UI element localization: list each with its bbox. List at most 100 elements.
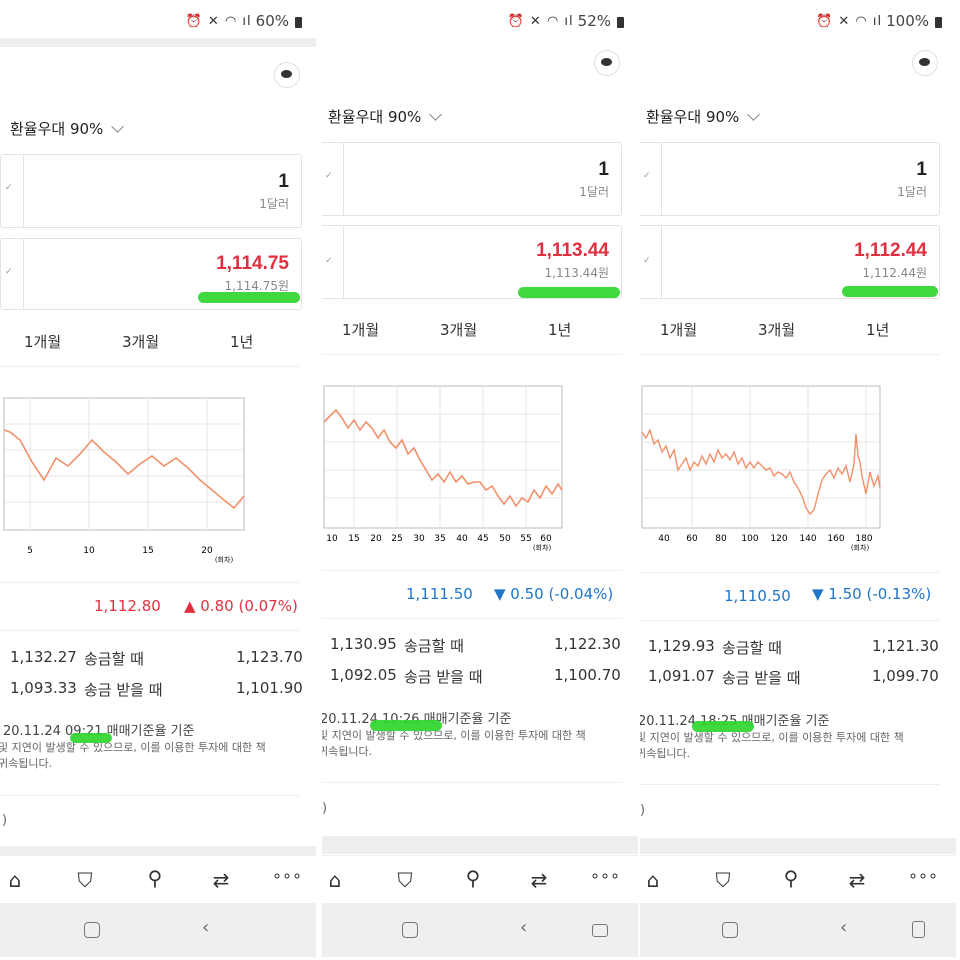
more-icon[interactable]: ∘∘∘: [590, 866, 621, 885]
battery-icon: [295, 16, 302, 28]
usd-amount-box[interactable]: ✓ 1 1달러: [0, 154, 302, 228]
preference-label: 환율우대 90%: [10, 120, 104, 138]
bookmark-icon[interactable]: ⛉: [397, 868, 413, 892]
x-tick-label: 60: [686, 534, 698, 544]
tab-3-months[interactable]: 3개월: [122, 333, 160, 351]
preference-label: 환율우대 90%: [646, 108, 740, 126]
currency-chevron-icon: ✓: [643, 171, 651, 181]
x-tick-label: 180: [855, 534, 872, 544]
tab-3-months[interactable]: 3개월: [758, 321, 796, 339]
tab-1-month[interactable]: 1개월: [660, 321, 698, 339]
recent-apps-icon[interactable]: [592, 924, 608, 937]
tab-1-month[interactable]: 1개월: [24, 333, 62, 351]
search-icon[interactable]: ⚲: [465, 866, 481, 890]
krw-sub: 1,114.75원: [224, 279, 289, 293]
home-button-icon[interactable]: [84, 922, 100, 938]
send-label: 송금할 때: [404, 637, 464, 655]
send-left-rate: 1,129.93: [648, 637, 715, 655]
preference-dropdown[interactable]: 환율우대 90%: [328, 106, 443, 127]
receive-left-rate: 1,091.07: [648, 667, 715, 685]
bottom-navigation: ⌂ ⛉ ⚲ ⇄ ∘∘∘: [322, 855, 638, 908]
receive-right-rate: 1,101.90: [236, 679, 303, 697]
rate-change: ▲ 0.80 (0.07%): [184, 597, 298, 615]
krw-amount-box[interactable]: ✓ 1,114.75 1,114.75원: [0, 238, 302, 310]
disclaimer-line: 및 지연이 발생할 수 있으므로, 이를 이용한 투자에 대한 책: [640, 731, 904, 744]
share-icon[interactable]: ⇄: [848, 868, 866, 892]
back-icon[interactable]: ‹: [202, 917, 210, 938]
battery-icon: [935, 16, 942, 28]
x-tick-label: 45: [477, 534, 488, 544]
chat-icon[interactable]: [912, 50, 938, 76]
more-icon[interactable]: ∘∘∘: [272, 866, 303, 885]
usd-amount-box[interactable]: ✓ 1 1달러: [322, 142, 622, 216]
recent-apps-icon[interactable]: [912, 921, 925, 938]
chat-icon[interactable]: [594, 50, 620, 76]
home-icon[interactable]: ⌂: [646, 868, 660, 892]
send-label: 송금할 때: [722, 639, 782, 657]
currency-chevron-icon: ✓: [5, 267, 13, 277]
current-rate: 1,112.80: [94, 597, 161, 615]
preference-dropdown[interactable]: 환율우대 90%: [646, 106, 761, 127]
rate-change: ▼ 1.50 (-0.13%): [812, 585, 932, 603]
divider: [0, 38, 316, 47]
green-highlight-mark: [198, 292, 300, 303]
tab-3-months[interactable]: 3개월: [440, 321, 478, 339]
bottom-navigation: ⌂ ⛉ ⚲ ⇄ ∘∘∘: [0, 855, 316, 908]
receive-right-rate: 1,100.70: [554, 666, 621, 684]
usd-amount-box[interactable]: ✓ 1 1달러: [640, 142, 940, 216]
share-icon[interactable]: ⇄: [530, 868, 548, 892]
x-tick-label: 10: [83, 546, 95, 556]
chat-icon[interactable]: [274, 62, 300, 88]
current-rate: 1,110.50: [724, 587, 791, 605]
receive-label: 송금 받을 때: [404, 668, 483, 686]
green-highlight-mark: [370, 720, 442, 731]
rate-basis-time: 20.11.24 09:21 매매기준율 기준: [3, 724, 195, 739]
rate-line: [641, 428, 881, 516]
x-axis-unit: (회차): [533, 543, 552, 552]
usd-unit: 1달러: [259, 197, 289, 211]
x-tick-label: 10: [326, 534, 338, 544]
bookmark-icon[interactable]: ⛉: [77, 868, 93, 892]
system-navigation-bar: ‹: [322, 903, 638, 957]
receive-left-rate: 1,093.33: [10, 679, 77, 697]
system-navigation-bar: ‹: [0, 903, 316, 957]
status-icons: ⏰ ✕ ◠ ıl: [185, 13, 252, 29]
chart-grid: [324, 386, 562, 528]
bookmark-icon[interactable]: ⛉: [715, 868, 731, 892]
disclaimer-line: 귀속됩니다.: [322, 745, 373, 758]
share-icon[interactable]: ⇄: [212, 868, 230, 892]
disclaimer-line: 귀속됩니다.: [0, 757, 53, 770]
tab-1-year[interactable]: 1년: [230, 333, 254, 351]
source-text: ): [322, 801, 328, 816]
send-right-rate: 1,122.30: [554, 635, 621, 653]
search-icon[interactable]: ⚲: [783, 866, 799, 890]
green-highlight-mark: [692, 721, 754, 732]
usd-value: 1: [916, 159, 927, 180]
preference-dropdown[interactable]: 환율우대 90%: [10, 118, 125, 139]
more-icon[interactable]: ∘∘∘: [908, 866, 939, 885]
back-icon[interactable]: ‹: [520, 917, 528, 938]
tab-1-year[interactable]: 1년: [548, 321, 572, 339]
currency-chevron-icon: ✓: [325, 171, 333, 181]
home-button-icon[interactable]: [402, 922, 418, 938]
chart-grid: [4, 398, 244, 530]
x-tick-label: 140: [799, 534, 816, 544]
home-icon[interactable]: ⌂: [328, 868, 342, 892]
x-tick-label: 20: [201, 546, 213, 556]
rate-basis-time: 20.11.24 10:26 매매기준율 기준: [322, 712, 512, 727]
tab-1-month[interactable]: 1개월: [342, 321, 380, 339]
home-button-icon[interactable]: [722, 922, 738, 938]
krw-value: 1,114.75: [216, 253, 289, 274]
back-icon[interactable]: ‹: [840, 917, 848, 938]
preference-label: 환율우대 90%: [328, 108, 422, 126]
tab-1-year[interactable]: 1년: [866, 321, 890, 339]
chart-frame: [3, 397, 245, 531]
home-icon[interactable]: ⌂: [8, 868, 22, 892]
krw-sub: 1,113.44원: [544, 266, 609, 280]
x-tick-label: 35: [434, 534, 445, 544]
status-icons: ⏰ ✕ ◠ ıl: [816, 13, 883, 29]
exchange-rate-chart: 5 10 15 20 (회차): [0, 390, 260, 570]
search-icon[interactable]: ⚲: [147, 866, 163, 890]
receive-left-rate: 1,092.05: [330, 666, 397, 684]
krw-amount-box[interactable]: ✓ 1,113.44 1,113.44원: [322, 225, 622, 299]
